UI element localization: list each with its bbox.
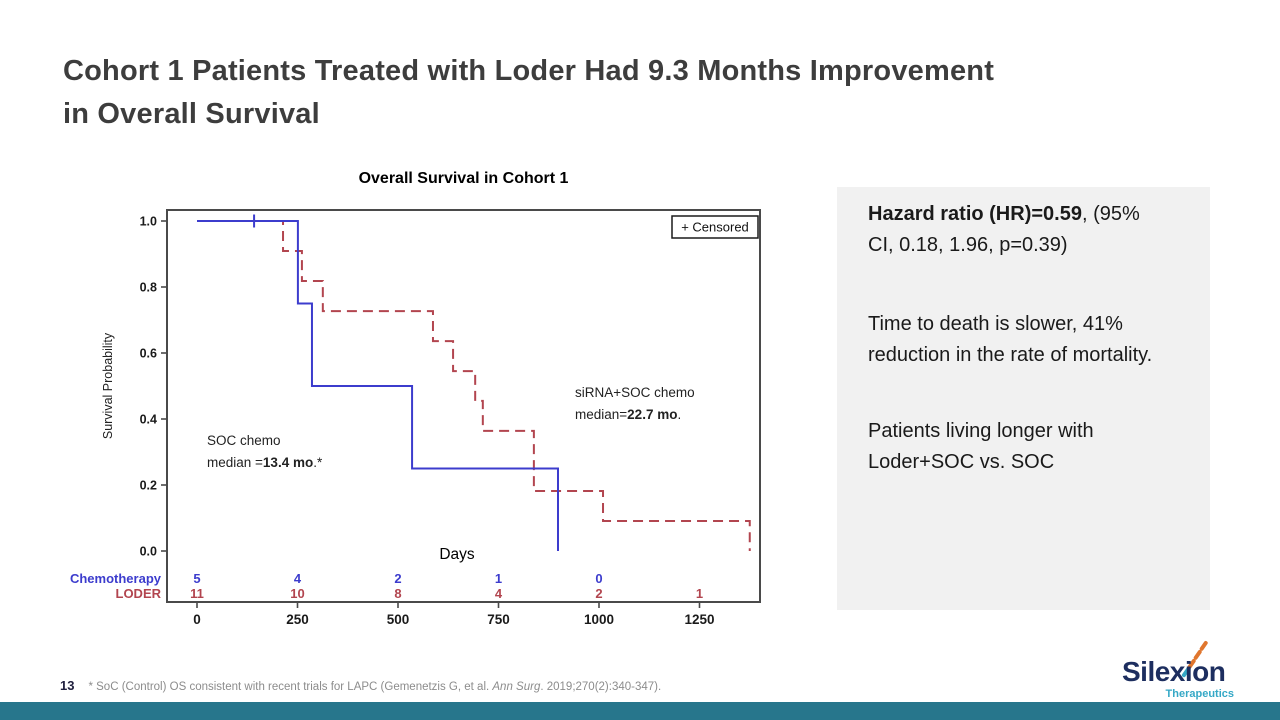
risk-count: 4	[495, 586, 503, 601]
tspan: .*	[313, 455, 323, 470]
risk-count: 5	[193, 571, 200, 586]
risk-count: 8	[394, 586, 401, 601]
hazard-ratio-value: Hazard ratio (HR)=0.59	[868, 203, 1082, 225]
tspan: .	[677, 407, 681, 422]
logo-subtitle: Therapeutics	[1165, 688, 1234, 700]
logo-wordmark: Silexion	[1122, 656, 1226, 687]
silexion-logo: Silexion Therapeutics	[1122, 640, 1237, 706]
series-loder	[197, 220, 751, 551]
x-tick-label: 1250	[684, 612, 714, 627]
y-axis: 1.0 0.8 0.6 0.4 0.2 0.0 Survival Probability	[101, 215, 167, 559]
x-axis-title: Days	[439, 546, 475, 563]
y-tick-label: 0.2	[140, 479, 157, 493]
slide-title-line2: in Overall Survival	[63, 98, 320, 130]
footnote-suffix: . 2019;270(2):340-347).	[540, 681, 662, 693]
slide-title: Cohort 1 Patients Treated with Loder Had…	[63, 50, 1203, 136]
y-tick-label: 0.4	[140, 413, 157, 427]
risk-count: 2	[595, 586, 602, 601]
tspan: median=	[575, 407, 627, 422]
risk-row-label: LODER	[116, 586, 162, 601]
y-axis-title: Survival Probability	[101, 332, 115, 439]
page-number: 13	[60, 678, 75, 693]
hazard-ratio-text: Hazard ratio (HR)=0.59, (95% CI, 0.18, 1…	[868, 199, 1170, 261]
tspan: 13.4 mo	[263, 455, 313, 470]
rect	[671, 215, 759, 239]
risk-count: 1	[495, 571, 502, 586]
y-tick-label: 0.0	[140, 545, 157, 559]
logo-dna-dash-icon	[1198, 640, 1209, 652]
y-tick-label: 0.6	[140, 347, 157, 361]
chart-title: Overall Survival in Cohort 1	[358, 170, 569, 187]
tspan: 22.7 mo	[627, 407, 677, 422]
footnote-journal: Ann Surg	[492, 681, 541, 693]
x-tick-label: 250	[286, 612, 309, 627]
footnote: * SoC (Control) OS consistent with recen…	[88, 681, 661, 693]
censor-mark-icon	[249, 214, 260, 228]
tspan: median =	[207, 455, 263, 470]
risk-row-chemotherapy: Chemotherapy 5 4 2 1 0	[70, 571, 603, 586]
slide-title-line1: Cohort 1 Patients Treated with Loder Had…	[63, 55, 995, 87]
x-tick-label: 0	[193, 612, 201, 627]
mortality-reduction-text: Time to death is slower, 41% reduction i…	[868, 313, 1153, 366]
text: median=22.7 mo.	[575, 407, 681, 422]
x-tick-label: 1000	[584, 612, 614, 627]
risk-count: 2	[394, 571, 401, 586]
footnote-prefix: * SoC (Control) OS consistent with recen…	[88, 681, 493, 693]
stats-panel: Hazard ratio (HR)=0.59, (95% CI, 0.18, 1…	[837, 187, 1210, 610]
text: SOC chemo	[207, 433, 281, 448]
bottom-accent-bar	[0, 702, 1280, 720]
footer: 13 * SoC (Control) OS consistent with rec…	[60, 678, 661, 693]
risk-count: 10	[290, 586, 304, 601]
risk-row-label: Chemotherapy	[70, 571, 162, 586]
y-tick-label: 1.0	[140, 215, 157, 229]
x-axis: 0 250 500 750 1000 1250	[193, 602, 715, 627]
annotation-soc: SOC chemo median =13.4 mo.*	[207, 433, 323, 470]
plot-border	[166, 209, 761, 603]
hazard-ratio-ci: , (95% CI, 0.18, 1.96, p=0.39)	[868, 203, 1140, 256]
text: median =13.4 mo.*	[207, 455, 323, 470]
x-tick-label: 500	[387, 612, 410, 627]
y-tick-label: 0.8	[140, 281, 157, 295]
risk-row-loder: LODER 11 10 8 4 2 1	[116, 586, 704, 601]
series-chemotherapy	[197, 220, 559, 551]
longevity-text: Patients living longer with Loder+SOC vs…	[868, 420, 1094, 473]
annotation-sirna: siRNA+SOC chemo median=22.7 mo.	[575, 385, 695, 422]
text: siRNA+SOC chemo	[575, 385, 695, 400]
censored-legend-label: + Censored	[681, 220, 749, 235]
x-tick-label: 750	[487, 612, 510, 627]
risk-count: 4	[294, 571, 302, 586]
risk-count: 1	[696, 586, 703, 601]
risk-count: 11	[190, 586, 204, 601]
risk-count: 0	[595, 571, 602, 586]
censored-legend: + Censored	[671, 215, 759, 239]
